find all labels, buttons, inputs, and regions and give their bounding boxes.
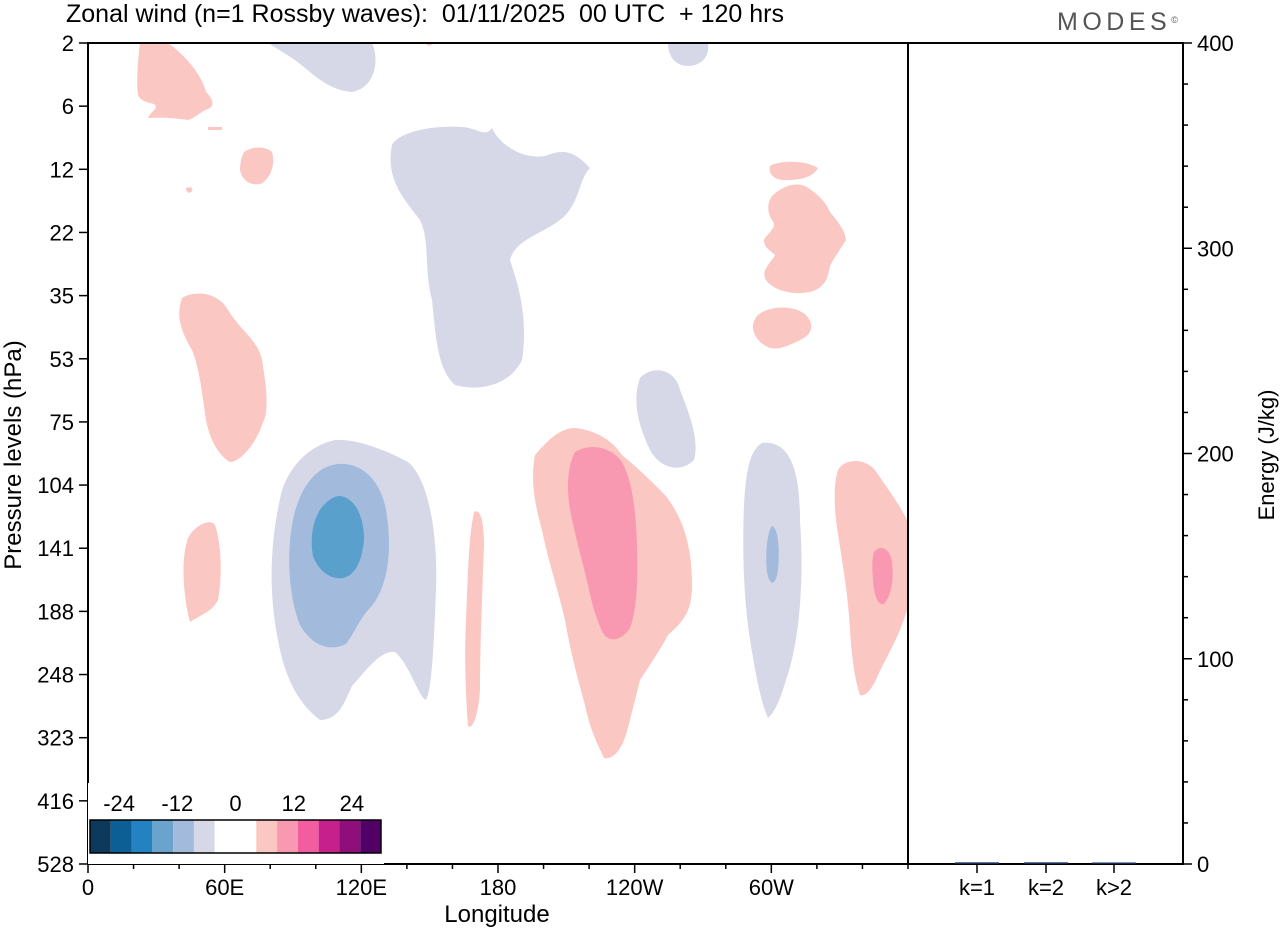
energy-category-label: k=2 [1028,875,1064,900]
chart-title: Zonal wind (n=1 Rossby waves): 01/11/202… [66,0,784,28]
energy-category-label: k>2 [1096,875,1132,900]
y-tick-label: 141 [37,536,74,561]
colorbar-label: -12 [161,791,193,816]
colorbar-label: 12 [281,791,305,816]
colorbar-cell [256,820,278,853]
colorbar-label: -24 [103,791,135,816]
x-tick-label: 60E [205,875,244,900]
y-tick-label: 2 [62,31,74,56]
x-tick-label: 60W [749,875,794,900]
contour-pos-strat-right-c [752,307,812,349]
colorbar-cell [339,820,361,853]
contour-pos-strat-right-b [764,184,846,294]
brand-mark: © [1171,15,1178,25]
energy-tick-label: 0 [1197,852,1209,877]
y-tick-label: 53 [50,347,74,372]
contour-pos-small1 [240,147,274,185]
energy-bar [1092,862,1136,864]
energy-tick-label: 200 [1197,442,1234,467]
colorbar-cell [277,820,298,853]
y-tick-label: 248 [37,663,74,688]
energy-category-label: k=1 [959,875,995,900]
energy-bar [1024,862,1068,864]
energy-tick-label: 400 [1197,31,1234,56]
x-axis-title: Longitude [444,901,549,928]
y-tick-label: 35 [50,284,74,309]
y-tick-label: 416 [37,789,74,814]
energy-tick-label: 100 [1197,647,1234,672]
y-tick-label: 75 [50,410,74,435]
contour-pos-tl-dot [208,127,222,130]
contour-neg-tl [268,43,376,92]
colorbar-cell [152,820,174,853]
colorbar-cells [89,819,382,854]
contour-neg-top-right [668,43,709,66]
energy-plot-frame [907,42,1184,865]
colorbar-cell [297,820,319,853]
colorbar-label: 0 [229,791,241,816]
colorbar-cell [131,820,153,853]
contour-pos-right-inner [872,547,893,605]
contour-pos-left-strat [179,293,267,462]
colorbar-cell [318,820,340,853]
colorbar-labels: -24 -12 0 12 24 [103,791,364,816]
contour-neg-strat [390,126,590,388]
contour-neg-main-inner [311,496,364,579]
pressure-axis: 2 6 12 22 35 53 75 104 141 188 248 323 416 528 [37,31,88,877]
y-tick-label: 22 [50,220,74,245]
contour-neg-mid [636,370,696,468]
colorbar-cell [235,820,257,853]
brand-text: MODES [1057,8,1172,36]
y-tick-label: 528 [37,852,74,877]
colorbar-cell [214,820,236,853]
colorbar-label: 24 [340,791,364,816]
x-tick-label: 0 [82,875,94,900]
colorbar-frame [89,819,382,854]
energy-tick-label: 300 [1197,236,1234,261]
energy-bar [955,862,999,864]
x-tick-label: 120E [336,875,387,900]
x-tick-label: 180 [480,875,517,900]
y-tick-label: 12 [50,157,74,182]
x-tick-label: 120W [606,875,664,900]
contour-field [137,43,907,759]
longitude-axis: 0 60E 120E 180 120W 60W [82,864,909,900]
colorbar-cell [90,820,111,853]
y-tick-label: 323 [37,726,74,751]
contour-pos-tl [137,43,213,120]
contour-pos-right-outer [834,461,907,696]
contour-neg-right-inner [766,526,779,583]
colorbar-cell [360,820,381,853]
y-tick-label: 188 [37,599,74,624]
energy-axis-title: Energy (J/kg) [1254,390,1279,521]
colorbar-cell [110,820,132,853]
y-axis-title: Pressure levels (hPa) [0,340,27,569]
y-tick-label: 6 [62,94,74,119]
contour-pos-strat-right-a [769,161,818,180]
contour-pos-center-inner [567,447,638,640]
contour-pos-small2 [186,187,193,193]
colorbar: -24 -12 0 12 24 [88,783,384,864]
colorbar-cell [173,820,194,853]
contour-pos-left-trop [183,522,221,622]
colorbar-cell [193,820,215,853]
contour-pos-thin [465,511,484,727]
energy-axis: 0 100 200 300 400 [1183,31,1234,877]
brand-logo: MODES© [1057,8,1178,36]
energy-bars: k=1 k=2 k>2 [955,862,1136,900]
y-tick-label: 104 [37,473,74,498]
